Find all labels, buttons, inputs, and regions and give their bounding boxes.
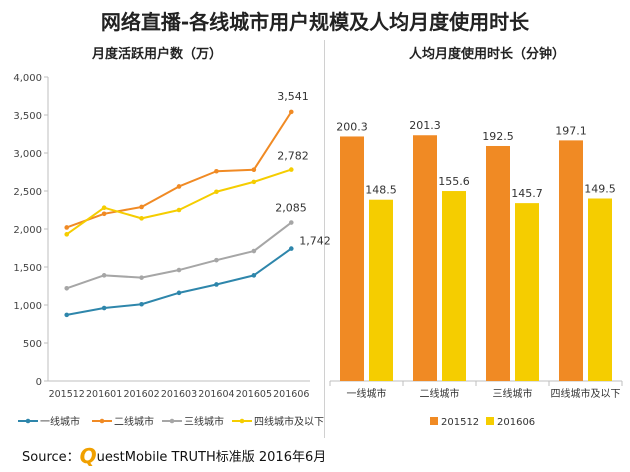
end-value-label-tier1: 1,742 <box>299 235 331 248</box>
data-point-tier2 <box>64 225 70 230</box>
y-tick-label: 1,000 <box>13 301 42 312</box>
questmobile-logo-letter: Q <box>79 444 97 468</box>
y-tick-label: 0 <box>36 377 42 388</box>
end-value-label-tier2: 3,541 <box>277 90 309 103</box>
legend-label-tier2: 二线城市 <box>114 415 154 428</box>
data-point-tier2 <box>101 211 107 217</box>
data-point-tier3 <box>101 273 107 278</box>
x-tick-label: 201604 <box>198 389 234 400</box>
source-text: uestMobile TRUTH标准版 2016年6月 <box>96 450 327 465</box>
bar-value-label: 201.3 <box>409 119 441 132</box>
data-point-tier1 <box>176 290 182 296</box>
data-point-tier4 <box>64 232 70 237</box>
bar-201606 <box>588 198 612 381</box>
data-point-tier1 <box>139 301 144 307</box>
data-point-tier2 <box>214 168 219 174</box>
bar-category-label: 一线城市 <box>347 387 387 400</box>
legend-marker-tier3 <box>169 418 175 424</box>
data-point-tier2 <box>251 167 257 173</box>
bar-legend-label-201606: 201606 <box>497 417 535 428</box>
x-tick-label: 201512 <box>49 389 85 400</box>
bar-201512 <box>340 136 364 381</box>
end-value-label-tier3: 2,085 <box>275 202 307 215</box>
x-tick-label: 201601 <box>86 389 122 400</box>
data-point-tier3 <box>139 275 144 280</box>
legend-label-tier1: 一线城市 <box>40 415 80 428</box>
bar-201512 <box>413 135 437 381</box>
bar-201606 <box>442 191 466 381</box>
data-point-tier1 <box>64 312 70 318</box>
bar-value-label: 200.3 <box>336 120 368 133</box>
bar-value-label: 148.5 <box>365 184 397 197</box>
data-point-tier3 <box>214 257 219 263</box>
data-point-tier4 <box>214 189 219 195</box>
x-tick-label: 201603 <box>161 389 197 400</box>
data-point-tier4 <box>176 207 182 213</box>
data-point-tier3 <box>251 248 257 254</box>
data-point-tier1 <box>251 273 257 278</box>
bar-legend-swatch-201512 <box>430 417 438 425</box>
data-point-tier4 <box>288 167 294 172</box>
data-point-tier1 <box>288 246 294 251</box>
data-point-tier2 <box>288 109 294 115</box>
y-tick-label: 3,500 <box>13 111 42 122</box>
bar-legend-swatch-201606 <box>486 417 494 425</box>
data-point-tier3 <box>176 267 182 273</box>
bar-legend-label-201512: 201512 <box>441 417 479 428</box>
data-point-tier1 <box>214 282 219 287</box>
y-tick-label: 2,000 <box>13 225 42 236</box>
bar-chart-title: 人均月度使用时长（分钟） <box>408 47 565 62</box>
y-tick-label: 2,500 <box>13 187 42 198</box>
x-tick-label: 201605 <box>236 389 272 400</box>
chart-divider <box>324 40 325 438</box>
bar-201512 <box>486 145 510 381</box>
data-point-tier4 <box>251 179 257 185</box>
bar-value-label: 149.5 <box>584 182 616 195</box>
legend-marker-tier2 <box>99 418 105 424</box>
data-point-tier4 <box>101 205 107 211</box>
line-chart-title: 月度活跃用户数（万） <box>92 47 223 62</box>
data-point-tier3 <box>288 220 294 225</box>
data-point-tier1 <box>101 305 107 311</box>
y-tick-label: 500 <box>23 339 42 350</box>
data-point-tier3 <box>64 285 70 291</box>
bar-value-label: 155.6 <box>438 175 470 188</box>
page-title: 网络直播-各线城市用户规模及人均月度使用时长 <box>100 10 530 34</box>
x-tick-label: 201602 <box>123 389 159 400</box>
data-point-tier2 <box>139 204 144 210</box>
bar-category-label: 四线城市及以下 <box>551 387 621 400</box>
legend-marker-tier1 <box>25 418 31 424</box>
bar-value-label: 197.1 <box>555 124 587 137</box>
bar-value-label: 192.5 <box>482 130 514 143</box>
legend-marker-tier4 <box>239 418 245 424</box>
bar-category-label: 二线城市 <box>420 387 460 400</box>
bar-201606 <box>515 203 539 381</box>
source-note: Source：QuestMobile TRUTH标准版 2016年6月 <box>22 444 326 468</box>
source-prefix: Source： <box>22 450 80 465</box>
y-tick-label: 4,000 <box>13 73 42 84</box>
bar-201606 <box>369 199 393 381</box>
legend-label-tier4: 四线城市及以下 <box>254 415 324 428</box>
bar-201512 <box>559 140 583 381</box>
end-value-label-tier4: 2,782 <box>277 150 309 163</box>
data-point-tier4 <box>139 216 144 221</box>
data-point-tier2 <box>176 184 182 189</box>
x-tick-label: 201606 <box>273 389 309 400</box>
bar-value-label: 145.7 <box>511 187 543 200</box>
y-tick-label: 1,500 <box>13 263 42 274</box>
y-tick-label: 3,000 <box>13 149 42 160</box>
bar-category-label: 三线城市 <box>493 387 533 400</box>
legend-label-tier3: 三线城市 <box>184 415 224 428</box>
